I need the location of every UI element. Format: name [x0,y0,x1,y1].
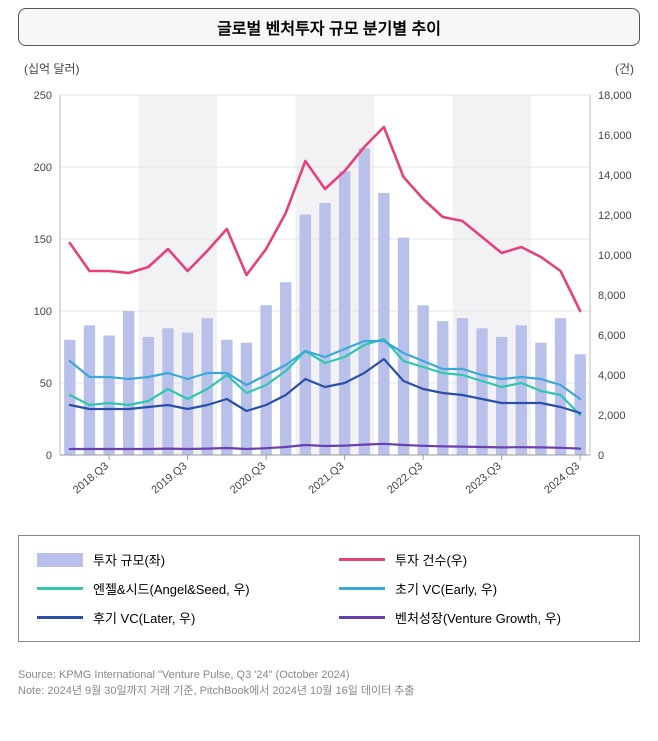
svg-text:16,000: 16,000 [598,130,632,142]
svg-text:0: 0 [46,450,52,462]
svg-text:14,000: 14,000 [598,170,632,182]
legend-item: 투자 규모(좌) [37,550,319,569]
legend-label: 투자 규모(좌) [93,550,165,569]
legend: 투자 규모(좌) 투자 건수(우) 엔젤&시드(Angel&Seed, 우) 초기 V… [18,535,640,642]
legend-item: 투자 건수(우) [339,550,621,569]
bar [319,203,330,455]
svg-text:50: 50 [40,378,52,390]
bar [123,311,134,455]
bar [476,328,487,455]
svg-text:0: 0 [598,450,604,462]
svg-text:150: 150 [34,234,52,246]
footnotes: Source: KPMG International "Venture Puls… [18,668,640,700]
legend-label: 엔젤&시드(Angel&Seed, 우) [93,579,250,598]
y-left-unit: (십억 달러) [24,60,80,77]
legend-item: 엔젤&시드(Angel&Seed, 우) [37,579,319,598]
bar [398,238,409,455]
bar [574,354,585,455]
legend-swatch-line [37,587,83,590]
bar [516,325,527,455]
legend-swatch-line [339,558,385,561]
bar [378,193,389,455]
bar [496,337,507,455]
chart-container: 글로벌 벤처투자 규모 분기별 추이 (십억 달러) (건) 0 50 100 150… [0,0,658,712]
y-right-unit: (건) [615,60,634,77]
legend-label: 벤처성장(Venture Growth, 우) [395,608,561,627]
svg-text:18,000: 18,000 [598,90,632,102]
bar [260,305,271,455]
bar [280,282,291,455]
legend-swatch-bar [37,553,83,567]
bar [103,335,114,455]
svg-text:4,000: 4,000 [598,370,626,382]
bar [457,318,468,455]
legend-label: 초기 VC(Early, 우) [395,579,497,598]
chart-plot: 0 50 100 150 200 250 0 2,000 4,000 6,000 8,000 10,0… [18,83,640,513]
bar [143,337,154,455]
svg-text:8,000: 8,000 [598,290,626,302]
legend-label: 투자 건수(우) [395,550,467,569]
bar [84,325,95,455]
bar [437,321,448,455]
footnote-note: Note: 2024년 9월 30일까지 거래 기준, PitchBook에서 … [18,684,640,700]
bar [241,343,252,455]
bar [417,305,428,455]
legend-swatch-line [37,616,83,619]
svg-text:10,000: 10,000 [598,250,632,262]
svg-text:200: 200 [34,162,52,174]
legend-swatch-line [339,616,385,619]
svg-text:6,000: 6,000 [598,330,626,342]
bar [221,340,232,455]
footnote-source: Source: KPMG International "Venture Puls… [18,668,640,684]
legend-item: 후기 VC(Later, 우) [37,608,319,627]
svg-text:2,000: 2,000 [598,410,626,422]
svg-text:12,000: 12,000 [598,210,632,222]
legend-label: 후기 VC(Later, 우) [93,608,195,627]
bar [339,171,350,455]
bar [535,343,546,455]
bar [359,148,370,455]
axis-unit-labels: (십억 달러) (건) [18,60,640,83]
chart-title: 글로벌 벤처투자 규모 분기별 추이 [18,8,640,46]
legend-item: 초기 VC(Early, 우) [339,579,621,598]
svg-text:100: 100 [34,306,52,318]
bar [182,333,193,455]
legend-swatch-line [339,587,385,590]
legend-item: 벤처성장(Venture Growth, 우) [339,608,621,627]
svg-text:250: 250 [34,90,52,102]
bar [300,215,311,455]
